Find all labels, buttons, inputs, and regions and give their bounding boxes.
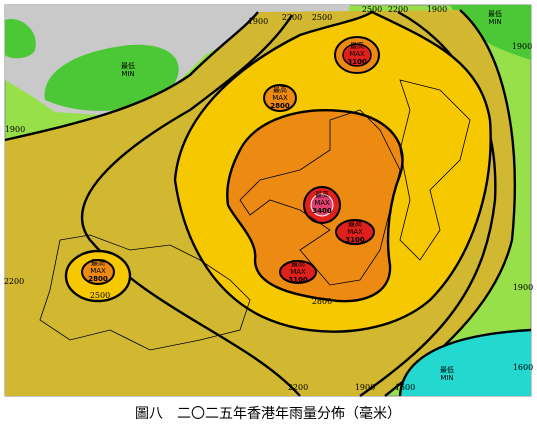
extreme-value: 2800 xyxy=(88,275,108,283)
extreme-label-en: MAX xyxy=(349,50,365,58)
extreme-label-zh: 最高 xyxy=(315,190,329,199)
contour-label: 2200 xyxy=(388,5,408,14)
contour-label: 1600 xyxy=(513,363,533,372)
extreme-label-en: MAX xyxy=(90,267,106,275)
extreme-value: 2800 xyxy=(270,102,290,110)
extreme-label-en: MIN xyxy=(488,18,501,26)
extreme-label-en: MAX xyxy=(347,228,363,236)
extreme-label-zh: 最低 xyxy=(488,9,502,18)
coastline xyxy=(399,79,471,261)
extreme-label-en: MAX xyxy=(314,199,330,207)
min-area xyxy=(400,330,531,396)
contour-label: 2200 xyxy=(4,277,24,286)
zone-3100 xyxy=(342,43,372,67)
extreme-label-en: MAX xyxy=(290,268,306,276)
contour-label: 2200 xyxy=(288,383,308,392)
caption: 圖八 二〇二五年香港年雨量分佈（毫米） xyxy=(135,405,401,422)
zone-2800 xyxy=(263,84,297,112)
extreme-value: 3100 xyxy=(347,58,367,66)
coastline xyxy=(39,234,251,351)
extreme-label-zh: 最高 xyxy=(350,41,364,50)
min-area xyxy=(5,19,36,59)
coastline xyxy=(239,109,401,286)
contour-label: 2200 xyxy=(282,13,302,22)
extreme-value: 3100 xyxy=(288,276,308,284)
contour-2200 xyxy=(80,10,497,397)
contour-label: 1900 xyxy=(513,283,533,292)
contour-label: 2500 xyxy=(362,5,382,14)
zone-3100 xyxy=(279,260,317,284)
contour-label: 2500 xyxy=(312,13,332,22)
extreme-label-zh: 最高 xyxy=(348,219,362,228)
extreme-value: 3100 xyxy=(345,236,365,244)
contour-label: 1900 xyxy=(248,17,268,26)
zone-3400 xyxy=(310,193,334,217)
contour-1600 xyxy=(398,328,532,397)
extreme-label-zh: 最低 xyxy=(121,61,135,70)
extreme-label-en: MIN xyxy=(440,374,453,382)
extreme-value: 3400 xyxy=(312,207,332,215)
extreme-label-zh: 最高 xyxy=(273,85,287,94)
extreme-label-zh: 最低 xyxy=(440,365,454,374)
contour-label: 1600 xyxy=(395,383,415,392)
extreme-label-en: MIN xyxy=(121,70,134,78)
extreme-label-zh: 最高 xyxy=(291,259,305,268)
extreme-label-en: MAX xyxy=(272,94,288,102)
zone-2800 xyxy=(81,259,115,285)
contour-label: 1900 xyxy=(355,383,375,392)
contour-label: 1900 xyxy=(512,42,532,51)
extreme-label-zh: 最高 xyxy=(91,258,105,267)
contour-label: 2500 xyxy=(90,291,110,300)
zone-3100 xyxy=(335,219,375,245)
contour-label: 2800 xyxy=(312,297,332,306)
min-area xyxy=(44,44,179,111)
contour-label: 1900 xyxy=(5,125,25,134)
contour-label: 1900 xyxy=(427,5,447,14)
